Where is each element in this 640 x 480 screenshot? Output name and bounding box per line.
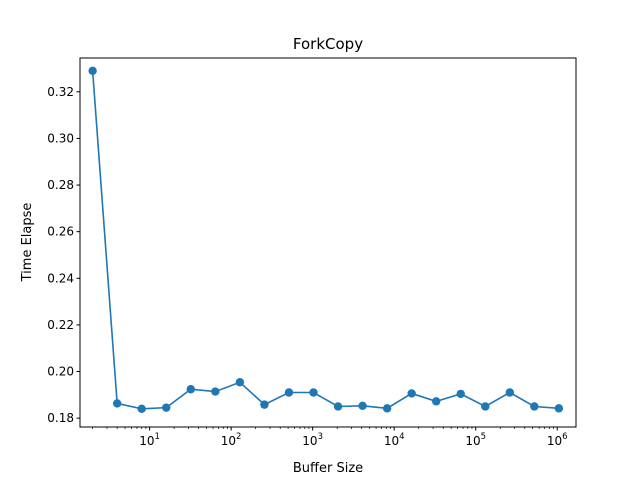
data-point	[382, 404, 392, 413]
series-line	[91, 70, 559, 410]
data-point	[309, 388, 318, 397]
data-point	[284, 388, 294, 397]
data-point	[431, 397, 441, 406]
data-point	[554, 404, 564, 413]
x-tick-label: 102	[221, 432, 242, 448]
plot-frame	[79, 57, 577, 428]
x-tick-label: 103	[302, 432, 323, 448]
x-axis-ticks: 101 102 103 104 105 106	[92, 427, 568, 448]
data-point	[456, 389, 465, 399]
data-point	[88, 66, 97, 76]
data-point	[211, 387, 220, 396]
x-axis-label: Buffer Size	[293, 461, 363, 476]
data-point	[137, 404, 146, 414]
y-tick-label: 0.32	[47, 85, 74, 99]
y-axis-label: Time Elapse	[20, 203, 35, 283]
data-point	[333, 402, 343, 411]
x-tick-label: 101	[139, 432, 160, 448]
y-tick-label: 0.30	[47, 131, 74, 145]
x-tick-label: 104	[384, 432, 405, 448]
chart-title: ForkCopy	[293, 35, 363, 53]
y-tick-label: 0.28	[47, 178, 74, 192]
data-point	[530, 402, 539, 411]
plot-series	[88, 66, 564, 414]
y-axis-ticks: 0.18 0.20 0.22 0.24 0.26 0.28 0.30 0.32	[47, 85, 80, 425]
y-tick-label: 0.26	[47, 225, 74, 239]
y-tick-label: 0.24	[47, 271, 74, 285]
y-tick-label: 0.22	[47, 318, 74, 332]
y-tick-label: 0.20	[47, 365, 74, 379]
data-point	[358, 401, 367, 410]
data-point	[186, 385, 195, 394]
data-point	[505, 388, 515, 397]
data-point	[235, 378, 245, 387]
data-point	[260, 400, 269, 409]
x-tick-label: 106	[547, 432, 568, 448]
data-point	[407, 389, 416, 398]
data-point	[162, 403, 171, 412]
data-point	[481, 402, 490, 411]
x-tick-label: 105	[465, 432, 486, 448]
data-point	[112, 399, 122, 408]
y-tick-label: 0.18	[47, 411, 74, 425]
